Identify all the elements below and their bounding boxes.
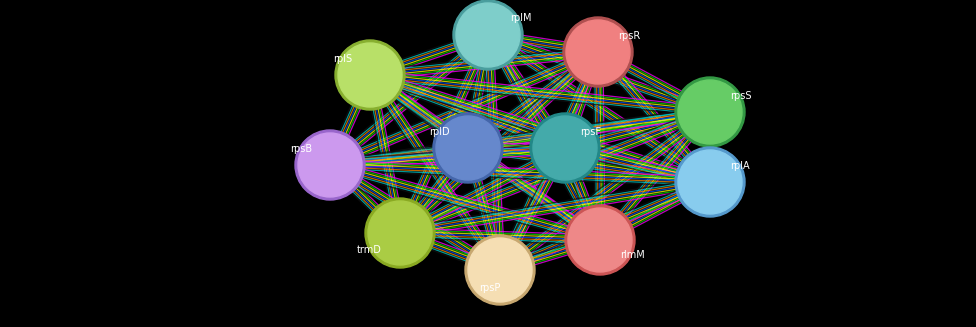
Circle shape	[456, 3, 520, 67]
Circle shape	[678, 150, 742, 214]
Text: rpsP: rpsP	[479, 283, 501, 293]
Circle shape	[368, 201, 432, 265]
Text: rplM: rplM	[510, 13, 532, 23]
Circle shape	[565, 205, 635, 275]
Circle shape	[298, 133, 362, 197]
Text: rpsR: rpsR	[618, 31, 640, 41]
Text: rpsB: rpsB	[290, 144, 312, 154]
Text: rplS: rplS	[333, 54, 352, 64]
Circle shape	[436, 116, 500, 180]
Text: rpsS: rpsS	[730, 91, 752, 101]
Text: rplA: rplA	[730, 161, 750, 171]
Circle shape	[465, 235, 535, 305]
Text: rpsF: rpsF	[580, 127, 601, 137]
Circle shape	[675, 147, 745, 217]
Circle shape	[365, 198, 435, 268]
Text: rlmM: rlmM	[620, 250, 645, 260]
Circle shape	[530, 113, 600, 183]
Circle shape	[678, 80, 742, 144]
Circle shape	[675, 77, 745, 147]
Text: trmD: trmD	[357, 245, 382, 255]
Circle shape	[568, 208, 632, 272]
Circle shape	[533, 116, 597, 180]
Circle shape	[433, 113, 503, 183]
Circle shape	[563, 17, 633, 87]
Circle shape	[566, 20, 630, 84]
Text: rplD: rplD	[429, 127, 450, 137]
Circle shape	[453, 0, 523, 70]
Circle shape	[295, 130, 365, 200]
Circle shape	[468, 238, 532, 302]
Circle shape	[335, 40, 405, 110]
Circle shape	[338, 43, 402, 107]
